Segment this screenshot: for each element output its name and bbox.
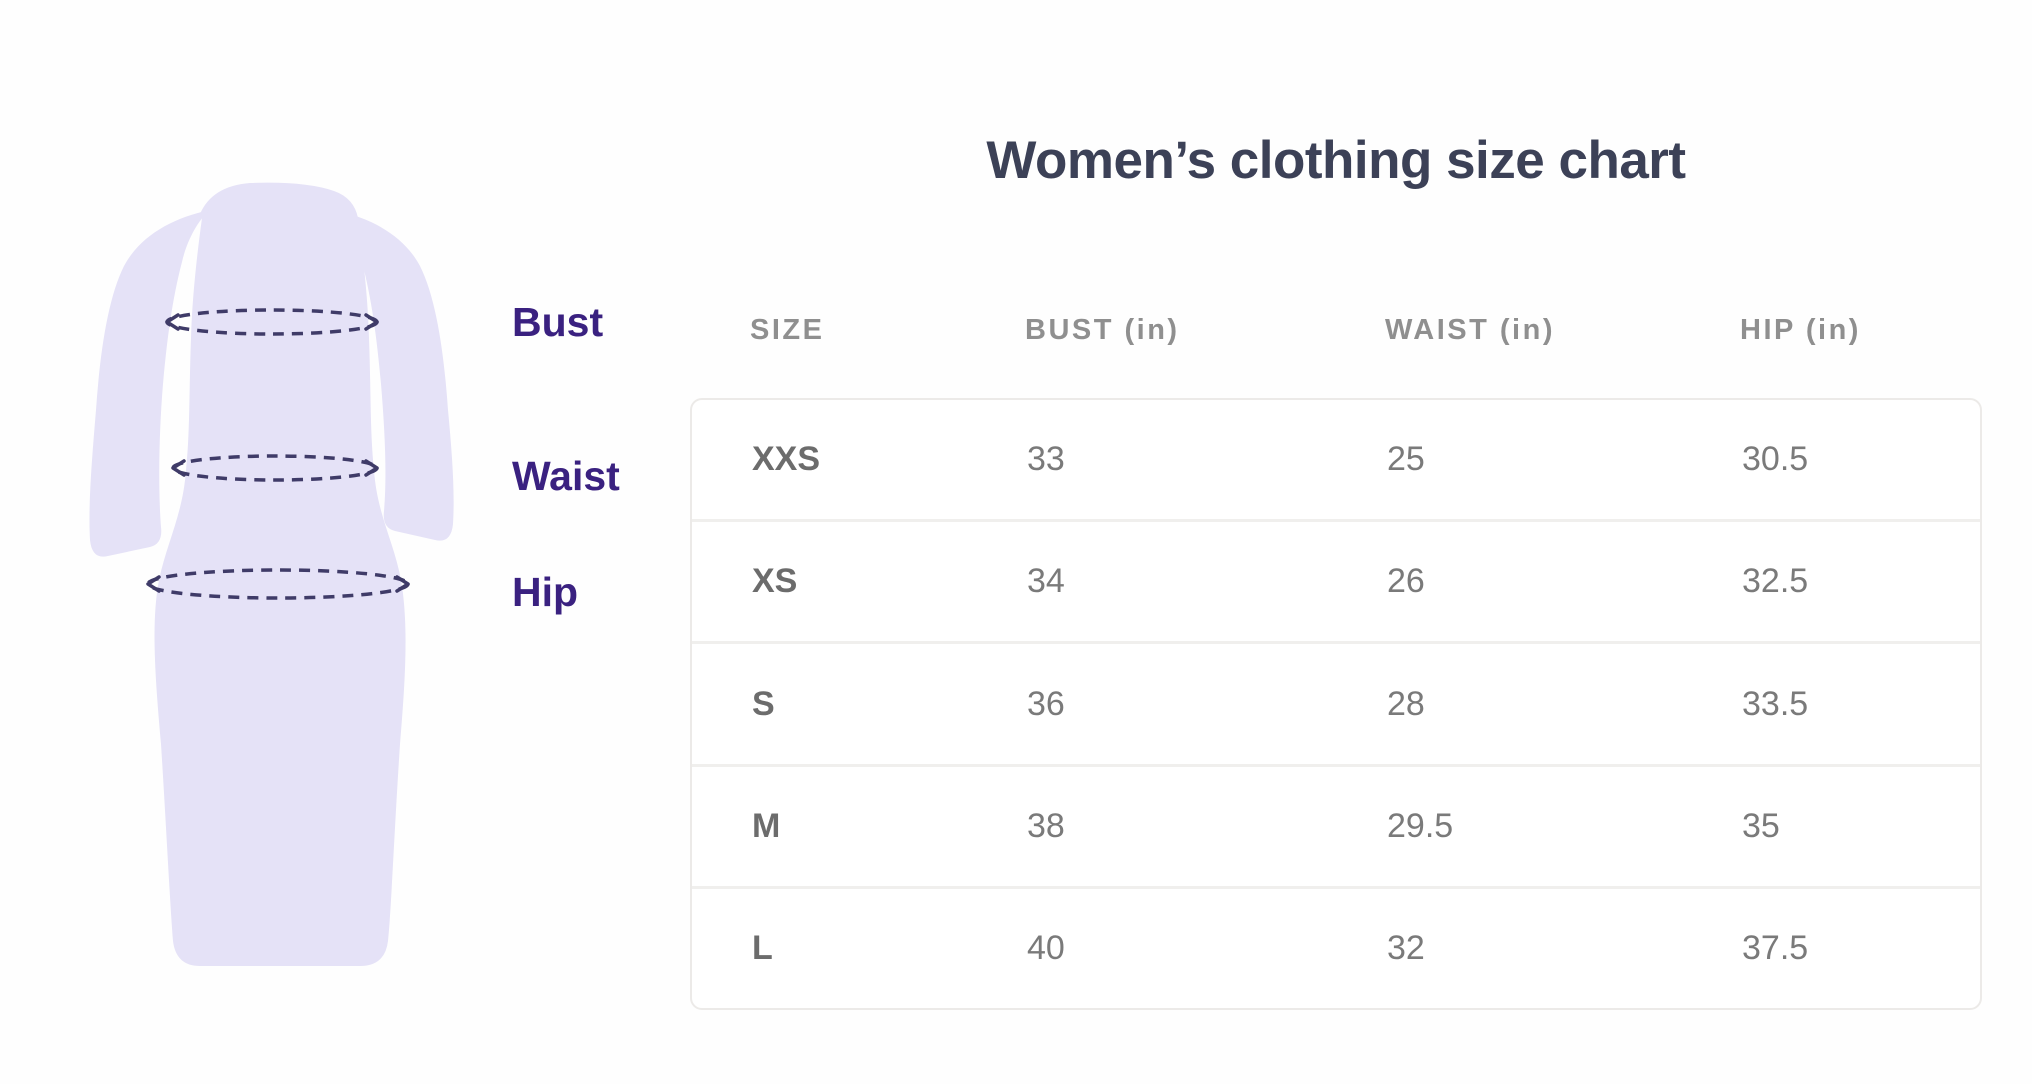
- hip-measurement-line: [146, 568, 410, 600]
- hip-label: Hip: [512, 569, 579, 615]
- table-header-row: SIZE BUST (in) WAIST (in) HIP (in): [690, 308, 1982, 352]
- column-header-bust: BUST (in): [1025, 313, 1180, 346]
- page-title: Women’s clothing size chart: [986, 131, 1686, 190]
- waist-measurement-line: [171, 454, 379, 482]
- hip-cell: 32.5: [1742, 562, 1809, 601]
- table-row: XS 34 26 32.5: [692, 519, 1980, 641]
- waist-cell: 28: [1387, 684, 1425, 723]
- size-cell: S: [752, 684, 775, 723]
- size-table: XXS 33 25 30.5 XS 34 26 32.5 S 36 28 33.…: [690, 398, 1982, 1010]
- size-cell: M: [752, 806, 781, 845]
- hip-cell: 35: [1742, 806, 1780, 845]
- waist-cell: 26: [1387, 562, 1425, 601]
- column-header-size: SIZE: [750, 313, 825, 346]
- bust-cell: 34: [1027, 562, 1065, 601]
- bust-label: Bust: [512, 299, 604, 345]
- bust-cell: 38: [1027, 806, 1065, 845]
- size-cell: XS: [752, 562, 798, 601]
- column-header-hip: HIP (in): [1740, 313, 1861, 346]
- hip-cell: 33.5: [1742, 684, 1809, 723]
- bust-cell: 36: [1027, 684, 1065, 723]
- dress-right-sleeve: [334, 210, 454, 541]
- table-row: XXS 33 25 30.5: [692, 400, 1980, 519]
- dress-illustration: [89, 182, 454, 966]
- hip-cell: 30.5: [1742, 440, 1809, 479]
- column-header-waist: WAIST (in): [1385, 313, 1555, 346]
- table-row: S 36 28 33.5: [692, 641, 1980, 763]
- table-row: M 38 29.5 35: [692, 763, 1980, 886]
- size-cell: L: [752, 928, 773, 967]
- waist-cell: 32: [1387, 928, 1425, 967]
- dress-left-sleeve: [89, 210, 210, 557]
- size-cell: XXS: [752, 440, 821, 479]
- waist-label: Waist: [512, 453, 620, 499]
- dress-body-shape: [154, 182, 406, 966]
- hip-cell: 37.5: [1742, 928, 1809, 967]
- waist-cell: 25: [1387, 440, 1425, 479]
- bust-cell: 33: [1027, 440, 1065, 479]
- bust-cell: 40: [1027, 928, 1065, 967]
- bust-measurement-line: [165, 308, 379, 336]
- table-row: L 40 32 37.5: [692, 885, 1980, 1008]
- waist-cell: 29.5: [1387, 806, 1454, 845]
